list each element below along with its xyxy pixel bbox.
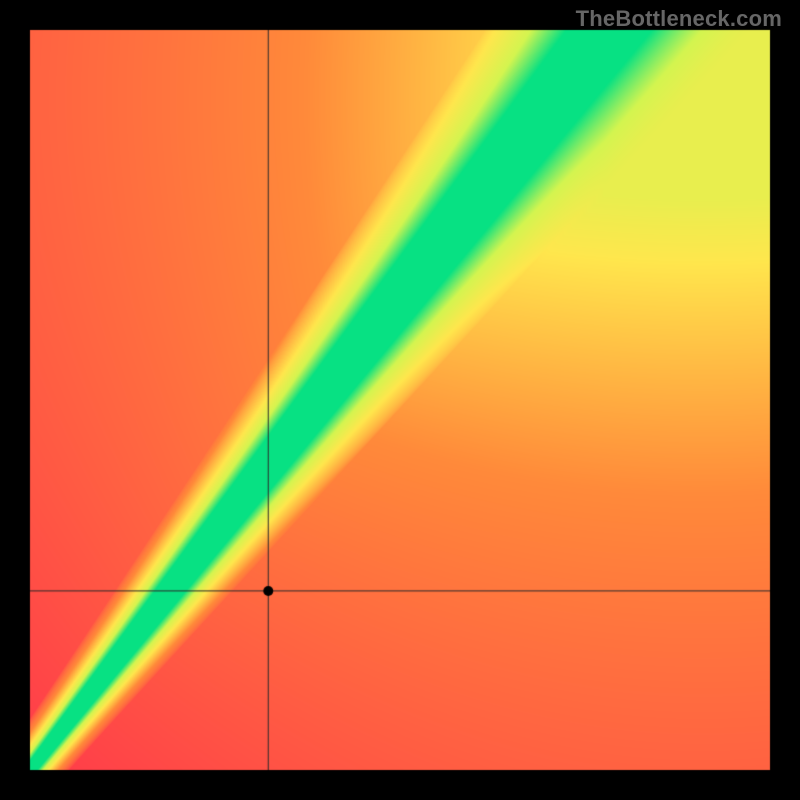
watermark-text: TheBottleneck.com: [576, 6, 782, 32]
bottleneck-heatmap: [0, 0, 800, 800]
